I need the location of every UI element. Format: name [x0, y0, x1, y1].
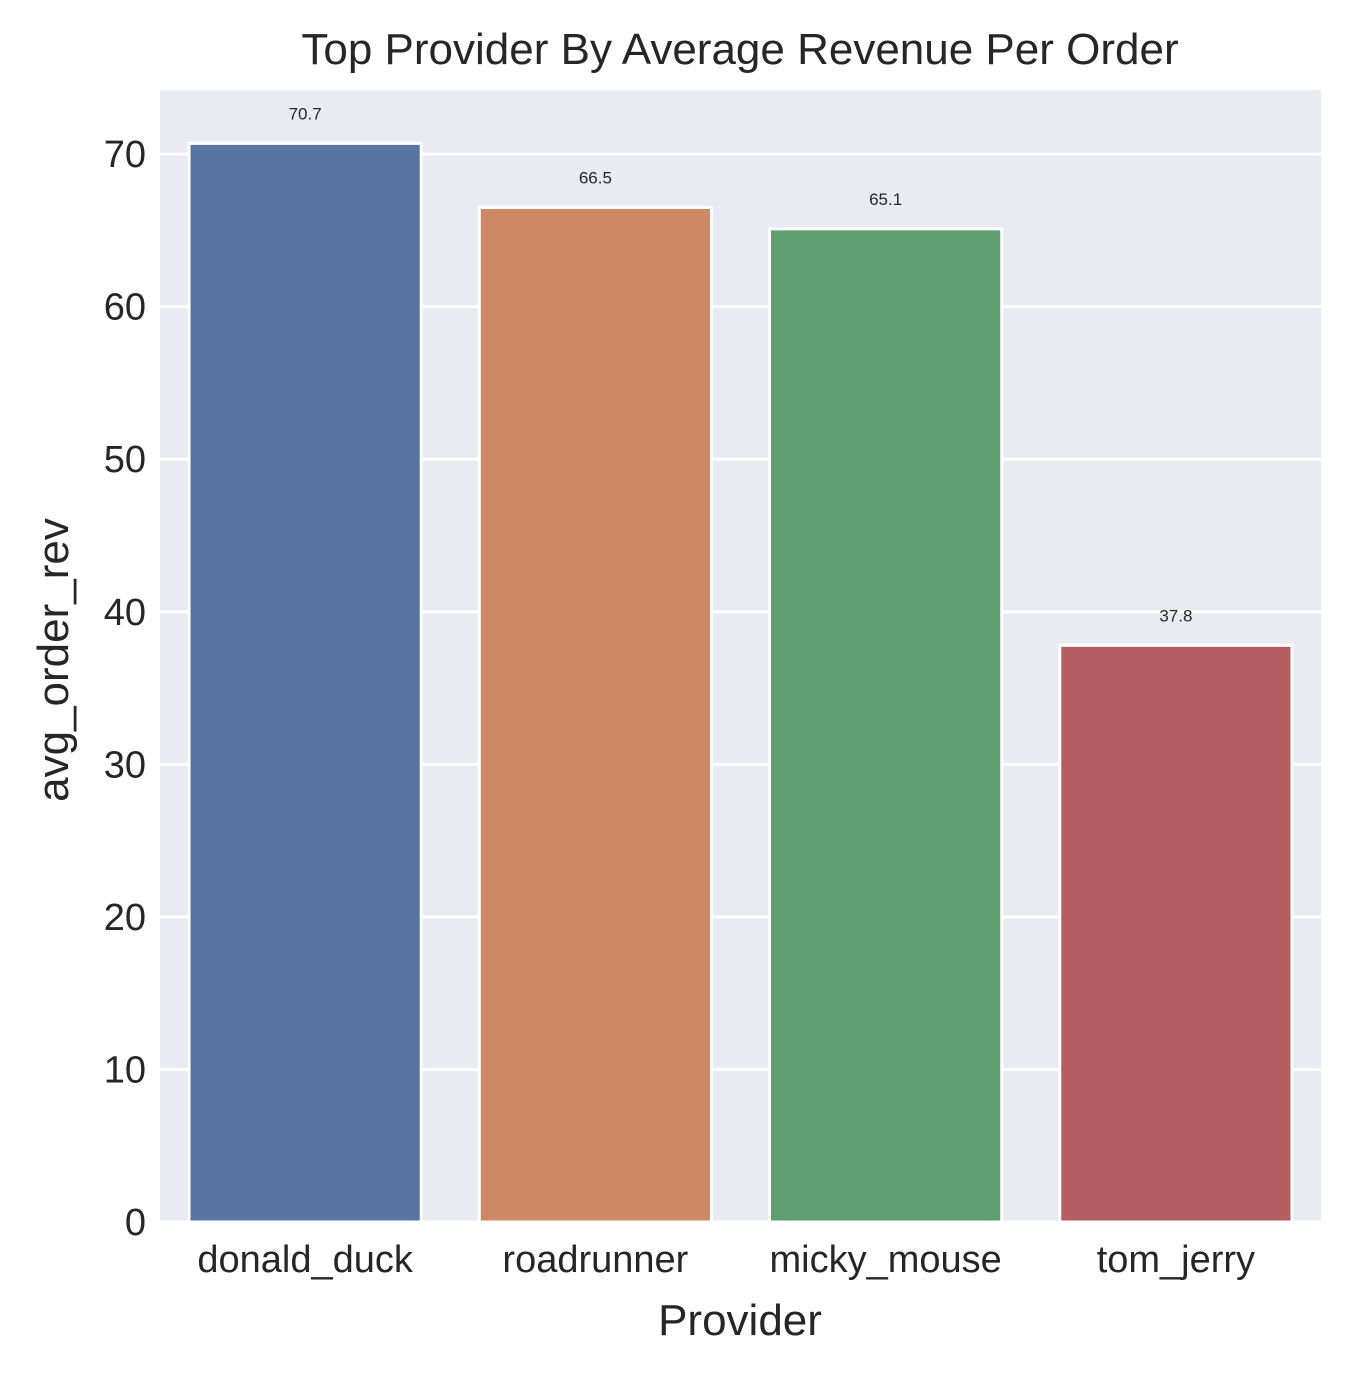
bar-tom-jerry — [1058, 643, 1294, 1224]
x-axis-ticks: donald_duck roadrunner micky_mouse tom_jerr… — [197, 1239, 1255, 1281]
x-tick-label: tom_jerry — [1097, 1239, 1255, 1281]
x-tick-label: donald_duck — [197, 1239, 414, 1281]
bar-donald-duck — [187, 141, 423, 1224]
bar-value-label: 70.7 — [289, 104, 322, 123]
y-tick-label: 0 — [125, 1202, 146, 1244]
bar-value-label: 66.5 — [579, 168, 612, 187]
data-labels: 70.7 66.5 65.1 37.8 — [289, 104, 1193, 625]
bar-value-label: 65.1 — [869, 190, 902, 209]
y-axis-ticks: 0 10 20 30 40 50 60 70 — [104, 134, 146, 1244]
x-tick-label: roadrunner — [502, 1239, 688, 1281]
bar-value-label: 37.8 — [1159, 606, 1192, 625]
y-tick-label: 20 — [104, 897, 146, 939]
y-tick-label: 50 — [104, 439, 146, 481]
y-axis-label: avg_order_rev — [29, 518, 78, 802]
y-tick-label: 70 — [104, 134, 146, 176]
y-tick-label: 60 — [104, 287, 146, 329]
y-tick-label: 30 — [104, 744, 146, 786]
y-tick-label: 10 — [104, 1049, 146, 1091]
bar-micky-mouse — [768, 227, 1004, 1224]
y-tick-label: 40 — [104, 592, 146, 634]
bar-roadrunner — [477, 205, 713, 1224]
x-axis-label: Provider — [658, 1296, 822, 1345]
chart-title: Top Provider By Average Revenue Per Orde… — [301, 25, 1178, 74]
x-tick-label: micky_mouse — [769, 1239, 1001, 1281]
bars — [187, 141, 1294, 1224]
